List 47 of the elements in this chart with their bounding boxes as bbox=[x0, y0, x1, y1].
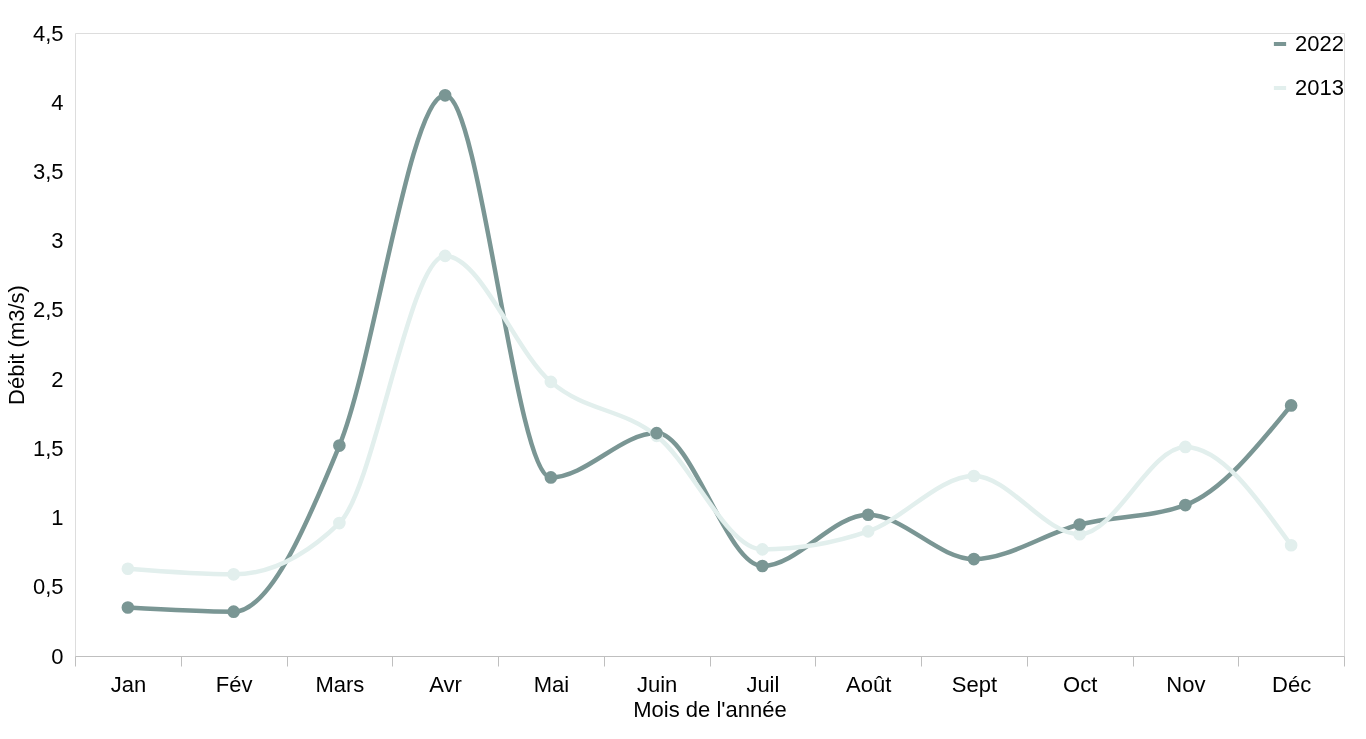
y-tick-label: 3 bbox=[51, 228, 64, 254]
x-tick-label: Oct bbox=[1063, 671, 1098, 697]
y-tick-label: 0,5 bbox=[32, 574, 64, 600]
point bbox=[1284, 399, 1298, 412]
point bbox=[861, 508, 875, 522]
point bbox=[227, 568, 240, 581]
point bbox=[121, 601, 135, 614]
x-tick-label: Mai bbox=[533, 671, 570, 697]
legend-label: 2013 bbox=[1295, 75, 1344, 100]
point bbox=[1284, 538, 1298, 552]
x-tick-label: Sept bbox=[951, 671, 998, 697]
x-tick-label: Nov bbox=[1166, 671, 1206, 697]
x-tick-label: Août bbox=[845, 671, 892, 697]
y-tick-label: 2,5 bbox=[32, 297, 64, 323]
point bbox=[333, 439, 346, 452]
y-tick-label: 0 bbox=[51, 643, 64, 669]
x-tick-label: Jan bbox=[110, 671, 147, 697]
point bbox=[1073, 518, 1086, 531]
x-tick-label: Avr bbox=[429, 671, 462, 697]
y-axis-title: Débit (m3/s) bbox=[3, 285, 29, 405]
point bbox=[967, 552, 981, 566]
point bbox=[227, 605, 240, 619]
point bbox=[756, 543, 769, 556]
y-tick-label: 2 bbox=[51, 366, 64, 392]
point bbox=[967, 469, 981, 483]
y-tick-label: 3,5 bbox=[32, 158, 64, 184]
x-tick-label: Déc bbox=[1272, 671, 1312, 697]
y-tick-label: 1,5 bbox=[32, 435, 64, 461]
y-tick-label: 4,5 bbox=[32, 20, 64, 46]
x-axis-title: Mois de l'année bbox=[633, 696, 787, 722]
y-tick-label: 1 bbox=[51, 505, 64, 531]
legend-label: 2022 bbox=[1295, 31, 1344, 56]
x-tick-label: Mars bbox=[315, 671, 365, 697]
point bbox=[861, 525, 875, 538]
point bbox=[121, 562, 135, 576]
point bbox=[1179, 498, 1192, 512]
point bbox=[544, 375, 558, 389]
x-tick-label: Juil bbox=[746, 671, 780, 697]
point bbox=[438, 88, 452, 102]
point bbox=[1179, 440, 1192, 454]
point bbox=[756, 559, 769, 573]
point bbox=[333, 516, 346, 530]
point bbox=[544, 471, 558, 484]
y-tick-label: 4 bbox=[51, 89, 64, 115]
x-tick-label: Fév bbox=[215, 671, 253, 697]
x-tick-label: Juin bbox=[636, 671, 678, 697]
point bbox=[438, 249, 452, 263]
